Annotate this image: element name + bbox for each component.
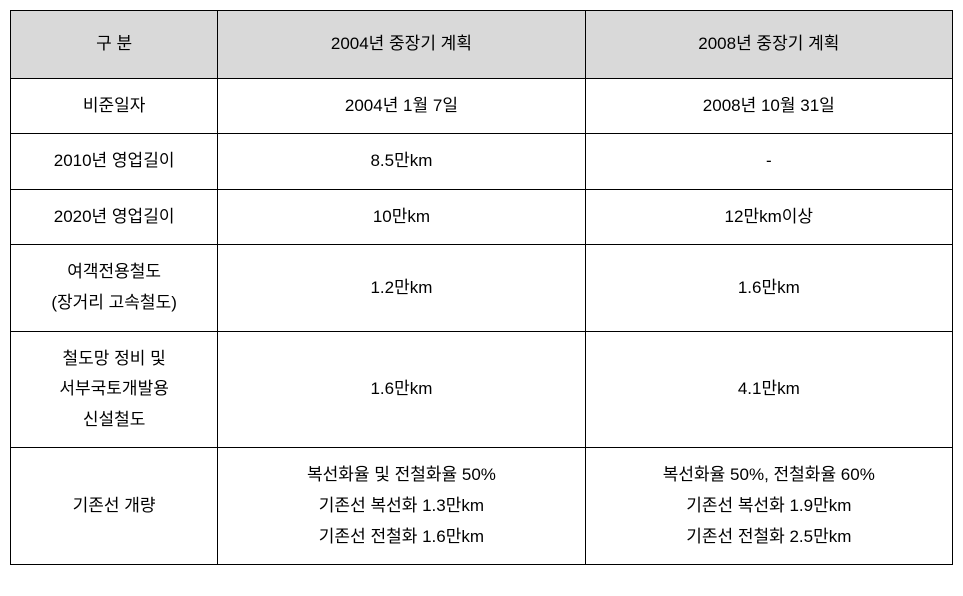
table-row: 비준일자 2004년 1월 7일 2008년 10월 31일 bbox=[11, 78, 953, 134]
cell-plan-2008: 1.6만km bbox=[585, 245, 952, 331]
cell-category: 2020년 영업길이 bbox=[11, 189, 218, 245]
cell-plan-2004: 8.5만km bbox=[218, 134, 585, 190]
table-row: 기존선 개량 복선화율 및 전철화율 50% 기존선 복선화 1.3만km 기존… bbox=[11, 448, 953, 565]
cell-plan-2004: 1.6만km bbox=[218, 331, 585, 448]
header-category: 구 분 bbox=[11, 11, 218, 79]
cell-category: 비준일자 bbox=[11, 78, 218, 134]
table-row: 여객전용철도 (장거리 고속철도) 1.2만km 1.6만km bbox=[11, 245, 953, 331]
cell-plan-2004: 1.2만km bbox=[218, 245, 585, 331]
cell-category: 여객전용철도 (장거리 고속철도) bbox=[11, 245, 218, 331]
header-plan-2008: 2008년 중장기 계획 bbox=[585, 11, 952, 79]
cell-plan-2008: - bbox=[585, 134, 952, 190]
cell-plan-2004: 복선화율 및 전철화율 50% 기존선 복선화 1.3만km 기존선 전철화 1… bbox=[218, 448, 585, 565]
cell-plan-2008: 12만km이상 bbox=[585, 189, 952, 245]
comparison-table-container: 구 분 2004년 중장기 계획 2008년 중장기 계획 비준일자 2004년… bbox=[10, 10, 953, 565]
cell-plan-2008: 4.1만km bbox=[585, 331, 952, 448]
cell-plan-2004: 2004년 1월 7일 bbox=[218, 78, 585, 134]
cell-plan-2008: 복선화율 50%, 전철화율 60% 기존선 복선화 1.9만km 기존선 전철… bbox=[585, 448, 952, 565]
cell-plan-2008: 2008년 10월 31일 bbox=[585, 78, 952, 134]
table-row: 2010년 영업길이 8.5만km - bbox=[11, 134, 953, 190]
table-row: 철도망 정비 및 서부국토개발용 신설철도 1.6만km 4.1만km bbox=[11, 331, 953, 448]
cell-category: 철도망 정비 및 서부국토개발용 신설철도 bbox=[11, 331, 218, 448]
header-plan-2004: 2004년 중장기 계획 bbox=[218, 11, 585, 79]
table-row: 2020년 영업길이 10만km 12만km이상 bbox=[11, 189, 953, 245]
table-header-row: 구 분 2004년 중장기 계획 2008년 중장기 계획 bbox=[11, 11, 953, 79]
cell-category: 기존선 개량 bbox=[11, 448, 218, 565]
comparison-table: 구 분 2004년 중장기 계획 2008년 중장기 계획 비준일자 2004년… bbox=[10, 10, 953, 565]
cell-plan-2004: 10만km bbox=[218, 189, 585, 245]
cell-category: 2010년 영업길이 bbox=[11, 134, 218, 190]
